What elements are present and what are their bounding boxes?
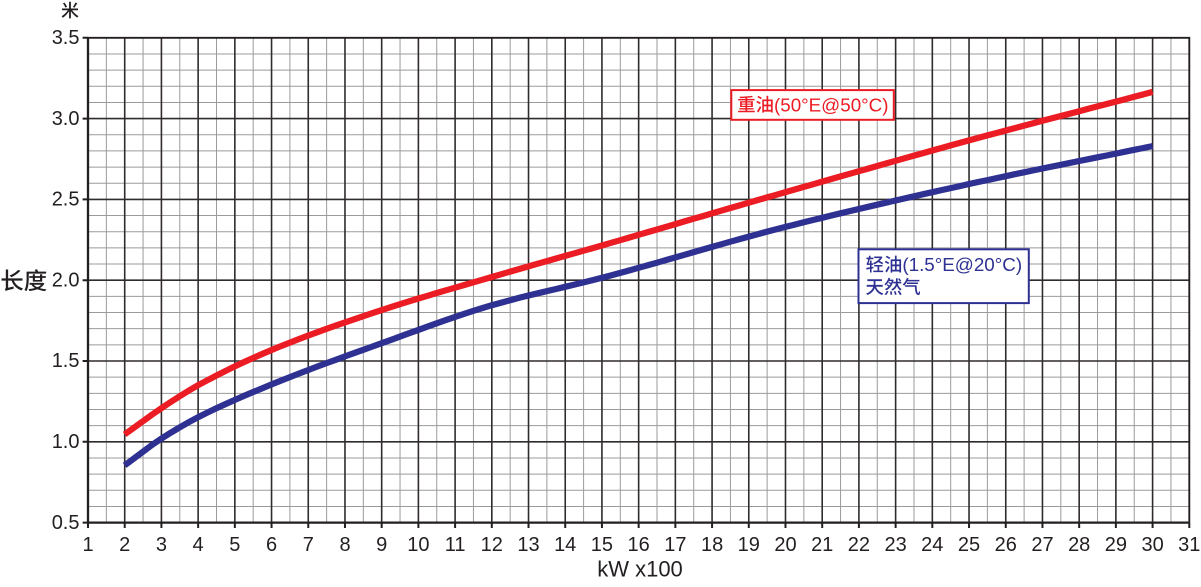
svg-text:30: 30 xyxy=(1141,534,1163,556)
svg-text:1.5: 1.5 xyxy=(52,350,80,372)
svg-text:28: 28 xyxy=(1068,534,1090,556)
svg-text:11: 11 xyxy=(445,534,466,556)
svg-text:21: 21 xyxy=(811,534,833,556)
svg-text:23: 23 xyxy=(884,534,906,556)
svg-text:2.5: 2.5 xyxy=(52,189,80,211)
svg-text:18: 18 xyxy=(701,534,723,556)
svg-text:13: 13 xyxy=(517,534,539,556)
svg-text:2.0: 2.0 xyxy=(52,269,80,291)
svg-text:3: 3 xyxy=(156,534,167,556)
svg-text:3.5: 3.5 xyxy=(52,27,80,49)
svg-text:29: 29 xyxy=(1105,534,1127,556)
svg-text:16: 16 xyxy=(627,534,649,556)
svg-text:12: 12 xyxy=(481,534,503,556)
svg-text:22: 22 xyxy=(848,534,870,556)
svg-text:15: 15 xyxy=(591,534,613,556)
svg-text:4: 4 xyxy=(193,534,204,556)
svg-text:6: 6 xyxy=(266,534,277,556)
svg-text:10: 10 xyxy=(407,534,429,556)
svg-text:31: 31 xyxy=(1178,534,1200,556)
svg-text:26: 26 xyxy=(995,534,1017,556)
svg-text:17: 17 xyxy=(664,534,686,556)
svg-text:5: 5 xyxy=(229,534,240,556)
svg-text:8: 8 xyxy=(339,534,350,556)
svg-text:kW x100: kW x100 xyxy=(597,557,683,582)
svg-text:24: 24 xyxy=(921,534,943,556)
svg-text:1: 1 xyxy=(82,534,93,556)
svg-text:1.0: 1.0 xyxy=(52,431,80,453)
svg-text:7: 7 xyxy=(303,534,314,556)
svg-text:0.5: 0.5 xyxy=(52,512,80,534)
svg-text:14: 14 xyxy=(554,534,576,556)
svg-text:(1.5°E@20°C): (1.5°E@20°C) xyxy=(902,254,1022,275)
svg-text:19: 19 xyxy=(738,534,760,556)
svg-text:(50°E@50°C): (50°E@50°C) xyxy=(774,94,888,115)
svg-text:2: 2 xyxy=(119,534,130,556)
svg-text:9: 9 xyxy=(376,534,387,556)
svg-text:27: 27 xyxy=(1031,534,1053,556)
svg-text:3.0: 3.0 xyxy=(52,108,80,130)
svg-text:25: 25 xyxy=(958,534,980,556)
svg-text:20: 20 xyxy=(774,534,796,556)
